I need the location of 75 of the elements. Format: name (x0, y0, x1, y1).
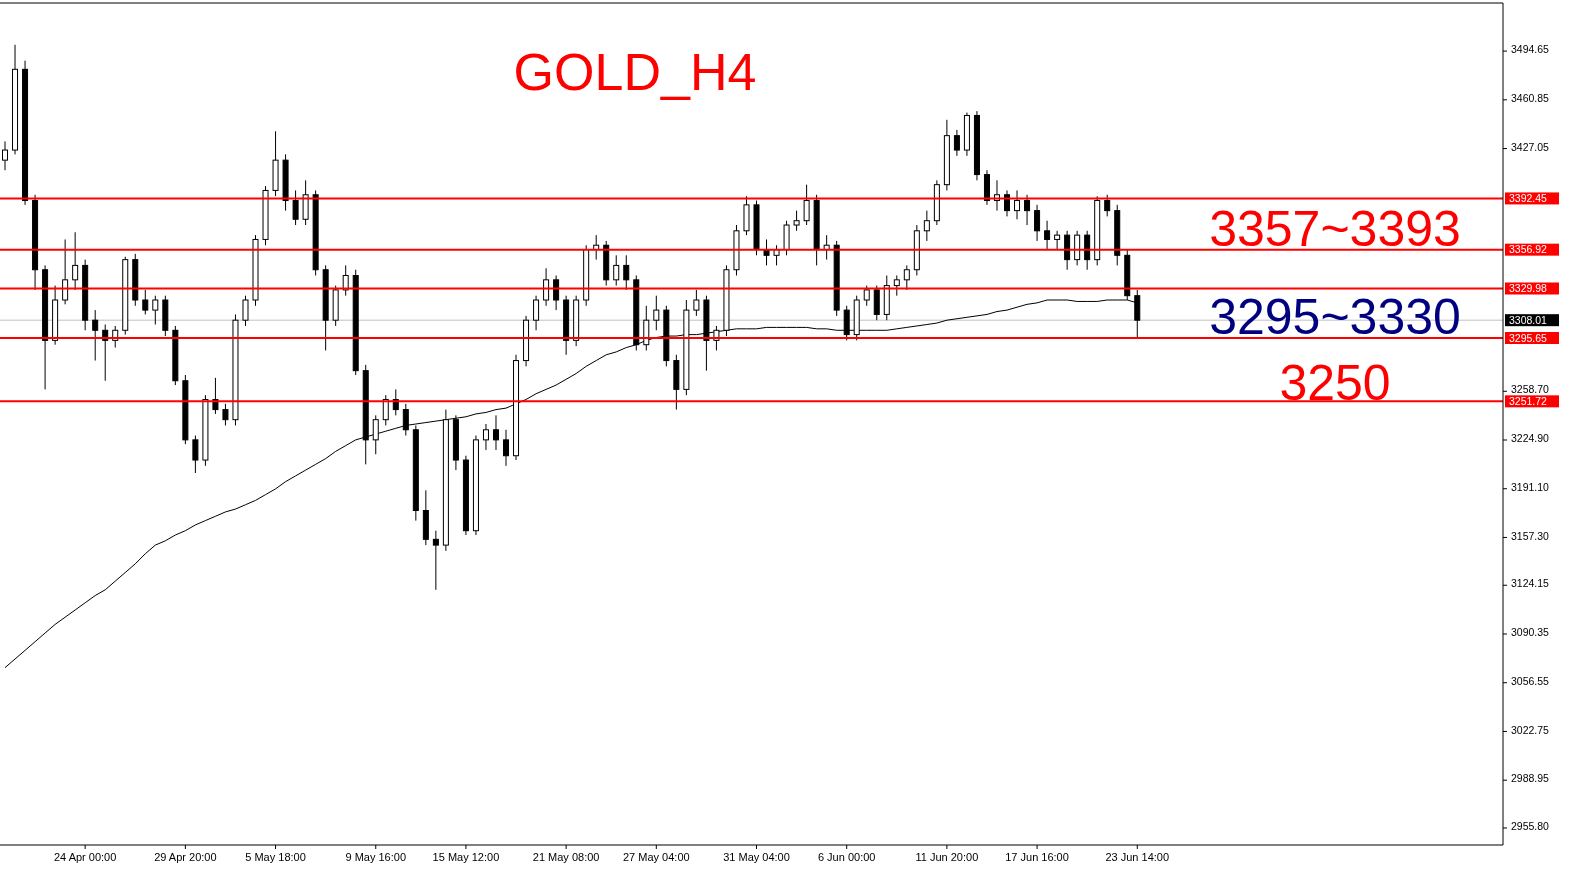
candlestick (863, 285, 870, 307)
candlestick (793, 210, 800, 232)
text: GOLD_H4 (513, 43, 757, 101)
x-tick-label: 21 May 08:00 (532, 851, 600, 863)
x-tick-label: 29 Apr 20:00 (154, 851, 217, 863)
candlestick (222, 403, 229, 426)
candlestick (1044, 220, 1051, 251)
candlestick (1054, 230, 1061, 251)
ref-line-label: 3308.01 (1509, 313, 1548, 326)
y-tick-label: 3056.55 (1511, 674, 1550, 687)
candlestick (92, 309, 99, 362)
candlestick (1004, 189, 1011, 217)
candlestick (1014, 189, 1021, 220)
candlestick (1024, 194, 1031, 226)
candlestick (292, 189, 299, 226)
candlestick (803, 184, 810, 226)
y-tick-label: 2955.80 (1511, 820, 1550, 833)
y-tick-label: 3258.70 (1511, 383, 1550, 396)
candlestick (482, 423, 489, 451)
y-tick-label: 3157.30 (1511, 529, 1550, 542)
candlestick (492, 414, 499, 451)
x-tick-label: 6 Jun 00:00 (817, 851, 876, 863)
y-tick-label: 2988.95 (1511, 772, 1550, 785)
ref-line-label: 3295.65 (1509, 331, 1548, 344)
candlestick (613, 254, 620, 287)
candlestick (342, 264, 349, 297)
candlestick (192, 435, 199, 474)
candlestick (533, 295, 540, 331)
x-tick-label: 5 May 18:00 (245, 851, 306, 863)
candlestick (72, 231, 79, 291)
y-tick-label: 3494.65 (1511, 43, 1550, 56)
candlestick (553, 275, 560, 311)
candlestick (923, 210, 930, 242)
y-tick-label: 3191.10 (1511, 480, 1550, 493)
candlestick (953, 129, 960, 157)
x-tick-label: 24 Apr 00:00 (53, 851, 117, 863)
candlestick (903, 264, 910, 291)
annotation: 3357~3393 (1209, 200, 1461, 257)
ref-line-label: 3356.92 (1509, 243, 1548, 256)
y-tick-label: 3460.85 (1511, 91, 1550, 104)
x-tick-label: 31 May 04:00 (723, 851, 790, 863)
candlestick (653, 295, 660, 331)
candlestick (142, 289, 149, 315)
candlestick (402, 403, 409, 437)
candlestick (543, 267, 550, 307)
annotation: 3250 (1279, 354, 1391, 411)
ref-line-label: 3251.72 (1509, 395, 1548, 408)
y-tick-label: 3124.15 (1511, 577, 1550, 590)
candlestick (503, 429, 510, 467)
candlestick (2, 140, 9, 171)
candlestick (432, 530, 439, 591)
candlestick (372, 414, 379, 455)
x-tick-label: 11 Jun 20:00 (915, 851, 979, 863)
candlestick (893, 275, 900, 297)
candlestick (1034, 204, 1041, 242)
x-tick-label: 27 May 04:00 (622, 851, 690, 863)
ref-line-label: 3392.45 (1509, 192, 1548, 205)
y-tick-label: 3090.35 (1511, 626, 1550, 639)
x-tick-label: 17 Jun 16:00 (1005, 851, 1069, 863)
candlestick (823, 234, 830, 261)
x-tick-label: 23 Jun 14:00 (1105, 851, 1170, 863)
candlestick (1104, 194, 1111, 217)
ref-line-label: 3329.98 (1509, 282, 1548, 295)
y-tick-label: 3022.75 (1511, 723, 1550, 736)
candlestick (623, 254, 630, 291)
candlestick (242, 295, 249, 327)
candlestick (693, 289, 700, 317)
y-tick-label: 3224.90 (1511, 432, 1550, 445)
y-tick-label: 3427.05 (1511, 140, 1550, 153)
x-tick-label: 15 May 12:00 (432, 851, 500, 863)
candlestick (152, 295, 159, 326)
x-tick-label: 9 May 16:00 (345, 851, 407, 863)
annotation: 3295~3330 (1209, 288, 1461, 345)
candlestick (382, 394, 389, 426)
candlestick (62, 238, 69, 305)
